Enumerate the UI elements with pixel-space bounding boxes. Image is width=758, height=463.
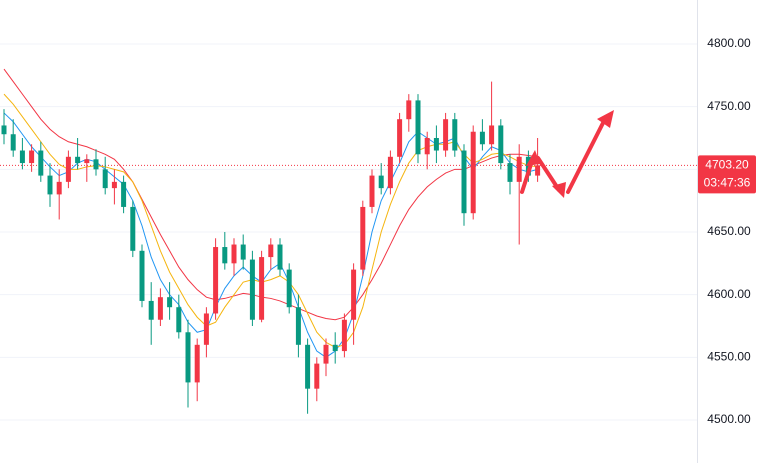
- candle-body: [332, 344, 338, 352]
- candle-body: [378, 175, 384, 189]
- candle-body: [84, 159, 90, 164]
- candle-body: [19, 150, 25, 164]
- arrow: [536, 156, 561, 192]
- countdown-label: 03:47:36: [704, 175, 751, 189]
- candle-body: [498, 125, 504, 164]
- y-tick-label: 4600.00: [707, 287, 751, 301]
- candle-body: [249, 259, 255, 320]
- candle-body: [121, 181, 127, 207]
- candle-body: [443, 119, 449, 151]
- candle-body: [38, 150, 44, 176]
- y-tick-label: 4500.00: [707, 412, 751, 426]
- candle-body: [167, 297, 173, 308]
- candle-body: [351, 269, 357, 320]
- arrow-head: [526, 150, 540, 166]
- candle-body: [56, 181, 62, 195]
- candle-body: [93, 159, 99, 170]
- candle-body: [277, 244, 283, 270]
- candle-body: [516, 156, 522, 182]
- candle-body: [10, 134, 16, 151]
- candle-body: [139, 250, 145, 301]
- last-price-label: 4703.20: [705, 157, 749, 171]
- y-tick-label: 4800.00: [707, 36, 751, 50]
- arrow-head: [552, 182, 566, 198]
- candle-body: [387, 156, 393, 189]
- candle-body: [203, 313, 209, 345]
- moving-average-line: [3, 68, 538, 321]
- candle-body: [314, 363, 320, 389]
- candle-body: [369, 175, 375, 207]
- candle-body: [259, 257, 265, 320]
- candle-body: [157, 297, 163, 320]
- candle-body: [148, 300, 154, 320]
- candle-body: [194, 344, 200, 383]
- candle-body: [461, 150, 467, 214]
- candle-body: [452, 119, 458, 151]
- candle-body: [213, 247, 219, 314]
- candle-body: [507, 163, 513, 182]
- candle-body: [65, 156, 71, 182]
- candle-body: [222, 247, 228, 264]
- y-tick-label: 4750.00: [707, 99, 751, 113]
- candle-body: [240, 244, 246, 260]
- last-price-box: [698, 155, 756, 194]
- arrow: [566, 119, 606, 194]
- candle-body: [29, 150, 35, 164]
- candle-body: [47, 175, 53, 195]
- annotation-arrows: [520, 110, 614, 198]
- candle-body: [415, 100, 421, 155]
- candle-body: [341, 319, 347, 352]
- candle-body: [185, 332, 191, 383]
- candle-body: [295, 307, 301, 345]
- y-tick-label: 4650.00: [707, 224, 751, 238]
- arrow-head: [597, 110, 614, 128]
- candle-body: [111, 181, 117, 189]
- candle-body: [424, 137, 430, 155]
- moving-average-line: [3, 112, 538, 358]
- candle-body: [102, 169, 108, 189]
- candle-body: [176, 307, 182, 333]
- candle-body: [433, 137, 439, 151]
- candle-body: [360, 206, 366, 270]
- candle-body: [489, 125, 495, 145]
- candle-body: [231, 244, 237, 264]
- candle-body: [130, 206, 136, 251]
- candle-body: [470, 131, 476, 214]
- candle-body: [305, 344, 311, 389]
- candle-body: [323, 344, 329, 364]
- y-tick-label: 4550.00: [707, 350, 751, 364]
- candle-body: [535, 165, 541, 176]
- moving-average-line: [3, 93, 538, 348]
- candle-body: [397, 119, 403, 157]
- candle-body: [268, 244, 274, 258]
- candle-body: [75, 156, 81, 164]
- candle-body: [479, 131, 485, 145]
- candle-body: [406, 100, 412, 120]
- candle-body: [286, 269, 292, 308]
- candle-body: [1, 125, 7, 135]
